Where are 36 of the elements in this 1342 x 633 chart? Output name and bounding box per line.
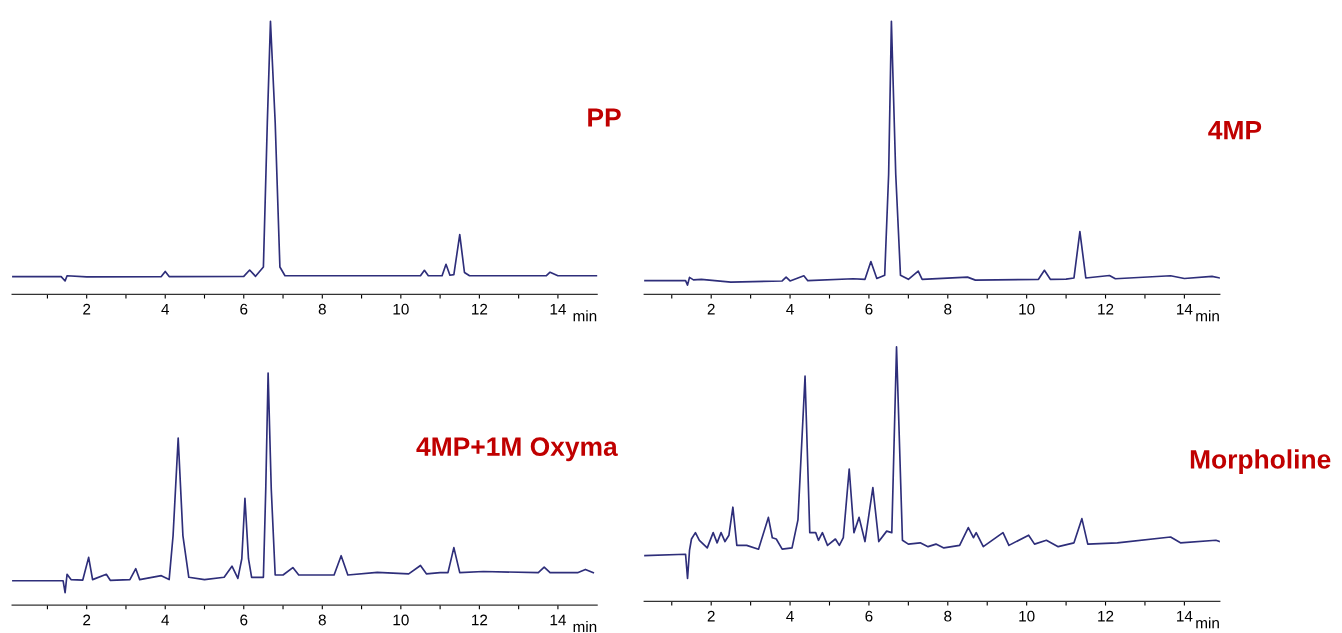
x-tick-label: 2 [83,303,91,315]
x-tick-label: 2 [707,610,715,622]
x-tick-label: 2 [83,614,91,626]
x-axis-title: min [1196,617,1219,629]
x-tick-label: 12 [1098,610,1114,622]
x-axis-title: min [1196,310,1219,322]
x-tick-label: 8 [318,614,326,626]
x-tick-label: 10 [1019,303,1035,315]
x-axis-title: min [573,310,597,322]
x-tick-label: 6 [240,303,248,315]
x-tick-label: 10 [393,614,409,626]
x-tick-label: 8 [318,303,326,315]
x-tick-label: 2 [707,303,715,315]
x-tick-label: 14 [550,614,566,626]
text: Morpholine [1190,449,1331,474]
x-tick-label: 12 [472,303,488,315]
x-tick-label: 14 [1177,610,1193,622]
x-tick-label: 4 [786,610,794,622]
x-tick-label: 6 [865,610,873,622]
x-tick-label: 8 [944,610,952,622]
x-tick-label: 12 [472,614,488,626]
x-tick-label: 14 [550,303,566,315]
text: PP [588,108,621,127]
x-tick-label: 14 [1177,303,1193,315]
x-tick-label: 10 [393,303,409,315]
x-tick-label: 4 [786,303,794,315]
x-tick-label: 6 [865,303,873,315]
x-axis-title: min [573,620,597,633]
x-tick-label: 4 [161,614,170,626]
x-tick-label: 6 [240,614,248,626]
text: 4MP+1M Oxyma [416,437,618,462]
text: 4MP [1208,121,1262,140]
x-tick-label: 12 [1098,303,1114,315]
x-tick-label: 10 [1019,610,1035,622]
x-tick-label: 4 [161,303,170,315]
x-tick-label: 8 [944,303,952,315]
